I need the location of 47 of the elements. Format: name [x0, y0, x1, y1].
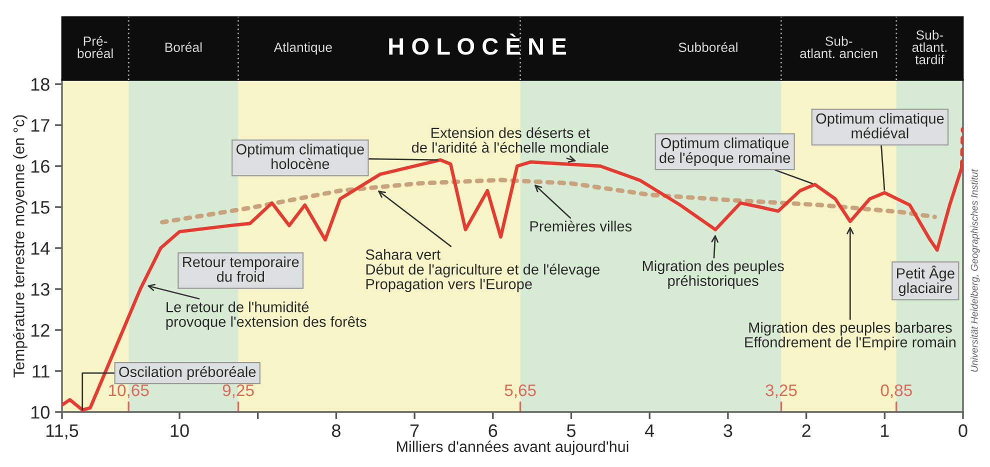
x-axis-title: Milliers d'années avant aujourd'hui — [397, 440, 628, 456]
y-tick-label: 12 — [31, 324, 50, 337]
annotation: Migration des peuples préhistoriques — [642, 260, 784, 289]
y-tick-label: 16 — [31, 160, 50, 173]
x-tick-label: 1 — [881, 424, 889, 437]
y-tick-label: 18 — [31, 78, 50, 91]
y-tick-label: 14 — [31, 242, 50, 255]
x-tick-label: 4 — [645, 424, 654, 437]
annotation: Retour temporaire du froid — [183, 256, 299, 282]
annotation: 9,25 — [222, 384, 254, 398]
y-axis-title: Température terrestre moyenne (en °c) — [12, 115, 28, 378]
x-tick-label: 8 — [332, 424, 340, 438]
annotation: 0,85 — [880, 384, 912, 398]
band-label: Sub- atlant. tardif — [912, 30, 946, 64]
x-tick-label: 5 — [566, 424, 576, 438]
annotation: Oscilation préboréale — [119, 366, 256, 380]
x-tick-label: 11,5 — [46, 424, 78, 440]
annotation: Extension des déserts et de l'aridité à l'échelle mondiale — [412, 127, 608, 153]
annotation: Sahara vert Début de l'agriculture et de l'élevage Propagation vers l'Europe — [366, 249, 600, 292]
band-label: Atlantique — [274, 42, 332, 55]
annotation: Optimum climatique holocène — [236, 144, 364, 170]
x-tick-label: 10 — [170, 424, 189, 438]
annotation: Petit Âge glaciaire — [897, 266, 954, 296]
annotation: Le retour de l'humidité provoque l'extension des forêts — [166, 301, 366, 330]
annotation: 3,25 — [766, 384, 797, 398]
x-tick-label: 7 — [410, 424, 419, 437]
annotation: Premières villes — [530, 220, 632, 232]
annotation: Optimum climatique médiéval — [816, 113, 944, 138]
annotation: 10,65 — [109, 384, 149, 398]
y-tick-label: 10 — [31, 406, 50, 419]
band-label: Subboréal — [678, 42, 738, 52]
annotation: 5,65 — [504, 384, 536, 398]
x-tick-label: 3 — [724, 424, 732, 438]
x-tick-label: 2 — [802, 424, 810, 437]
band-label: Sub- atlant. ancien — [800, 36, 878, 58]
band-label: Pré- boréal — [78, 36, 113, 58]
y-tick-label: 17 — [31, 119, 50, 132]
y-tick-label: 15 — [31, 201, 50, 214]
band-label: Boréal — [165, 42, 202, 52]
x-tick-label: 6 — [488, 424, 498, 438]
chart-title: H O L O C È N E — [389, 34, 566, 55]
y-tick-label: 11 — [32, 365, 50, 378]
x-tick-label: 0 — [958, 424, 968, 438]
y-tick-label: 13 — [31, 282, 50, 296]
annotation: Migration des peuples barbares Effondrement de l'Empire romain — [745, 322, 956, 350]
text: Universität Heidelberg, Geographisches Institut — [970, 168, 980, 372]
annotation: Optimum climatique de l'époque romaine — [660, 138, 790, 166]
